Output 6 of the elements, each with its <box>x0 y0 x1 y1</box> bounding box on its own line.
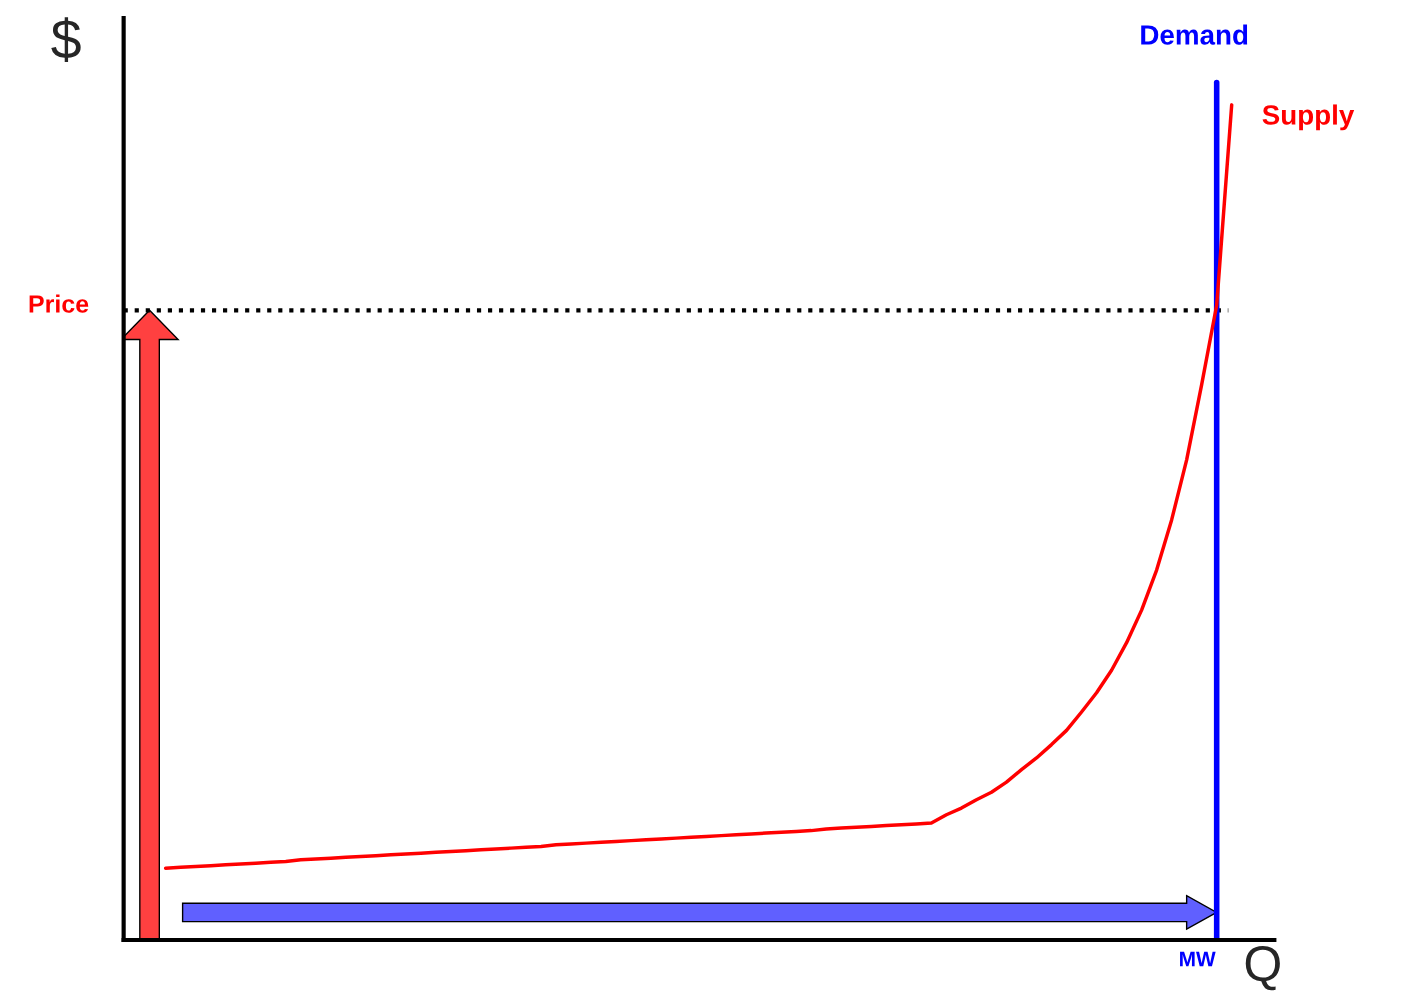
text: MW <box>1180 951 1216 967</box>
text: Demand <box>1141 24 1248 45</box>
x-axis-title: Q <box>1245 945 1280 991</box>
series-label: Supply <box>1262 104 1355 131</box>
y-axis-title: $ <box>51 17 81 63</box>
ref-line-label: Price <box>29 294 89 313</box>
